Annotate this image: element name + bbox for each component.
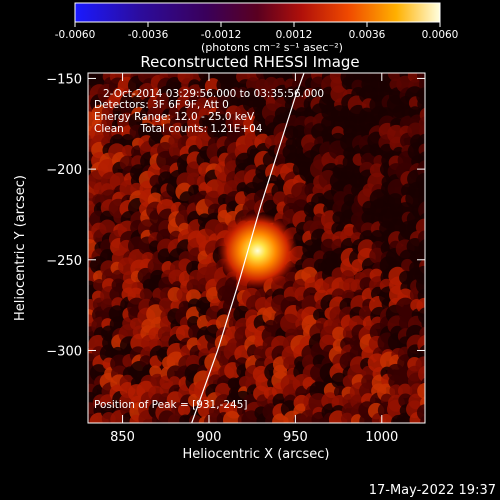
x-tick-label: 850 (110, 430, 135, 445)
flare-source (217, 212, 298, 289)
heatmap-image (88, 73, 425, 423)
colorbar (74, 2, 441, 23)
y-tick-label: −150 (46, 72, 82, 87)
y-axis-label: Heliocentric Y (arcsec) (13, 175, 28, 321)
x-axis: 850 900 950 1000 (110, 73, 398, 445)
colorbar-tick-label: -0.0036 (128, 29, 169, 41)
colorbar-tick-label: 0.0012 (276, 29, 313, 41)
colorbar-tick-label: 0.0060 (422, 29, 459, 41)
plot-frame (87, 72, 426, 424)
y-tick-label: −200 (46, 163, 82, 178)
colorbar-ticks: -0.0060 -0.0036 -0.0012 0.0012 0.0036 0.0060 (55, 22, 459, 41)
info-line-detectors: Detectors: 3F 6F 9F, Att 0 (94, 99, 229, 111)
info-line-time: 2-Oct-2014 03:29:56.000 to 03:35:56.000 (103, 88, 324, 100)
colorbar-units: (photons cm⁻² s⁻¹ asec⁻²) (201, 41, 343, 54)
info-line-energy: Energy Range: 12.0 - 25.0 keV (94, 111, 255, 123)
observation-info: 2-Oct-2014 03:29:56.000 to 03:35:56.000 … (94, 88, 324, 135)
solar-limb-line (191, 73, 305, 423)
x-tick-label: 950 (283, 430, 308, 445)
x-tick-label: 1000 (365, 430, 398, 445)
y-tick-label: −300 (46, 344, 82, 359)
peak-position-label: Position of Peak = [931,-245] (94, 399, 248, 411)
colorbar-tick-label: -0.0060 (55, 29, 96, 41)
chart-title: Reconstructed RHESSI Image (140, 53, 359, 71)
colorbar-tick-label: -0.0012 (201, 29, 242, 41)
timestamp: 17-May-2022 19:37 (368, 483, 496, 498)
y-tick-label: −250 (46, 254, 82, 269)
x-tick-label: 900 (197, 430, 222, 445)
colorbar-tick-label: 0.0036 (349, 29, 386, 41)
y-axis: −150 −200 −250 −300 (46, 72, 425, 359)
x-axis-label: Heliocentric X (arcsec) (183, 447, 330, 462)
info-line-clean: Clean Total counts: 1.21E+04 (94, 123, 263, 135)
